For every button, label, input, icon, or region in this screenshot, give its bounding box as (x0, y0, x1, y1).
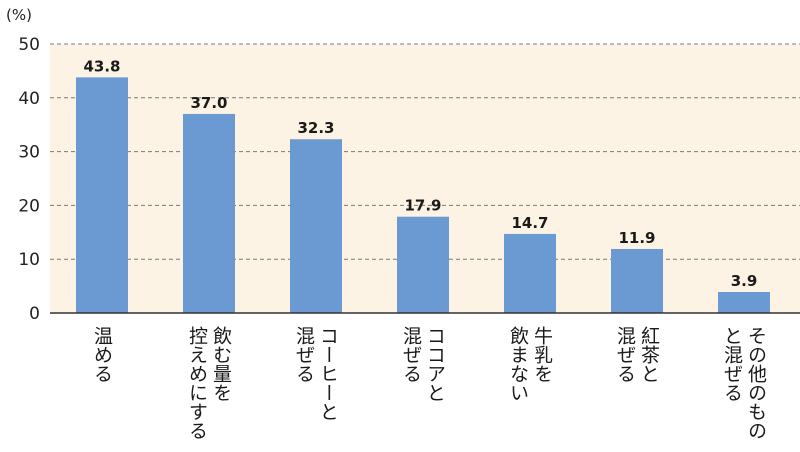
category-label: 混ぜる (293, 326, 315, 383)
y-tick-label: 30 (18, 143, 40, 163)
y-tick-label: 0 (29, 304, 40, 324)
bar-value-label: 11.9 (618, 229, 655, 247)
category-label: その他のもの (745, 326, 767, 440)
bar (76, 77, 128, 313)
category-label: コーヒーと (317, 326, 339, 421)
bar-value-label: 32.3 (297, 119, 334, 137)
bar (290, 139, 342, 313)
y-tick-label: 10 (18, 250, 40, 270)
y-unit-label: (%) (6, 6, 32, 24)
category-label: と混ぜる (721, 326, 743, 402)
y-tick-label: 40 (18, 89, 40, 109)
category-label: 飲む量を (210, 326, 232, 402)
category-label: 混ぜる (614, 326, 636, 383)
bar-value-label: 37.0 (190, 94, 227, 112)
category-label: ココアと (424, 326, 446, 402)
category-label: 紅茶と (638, 326, 660, 383)
category-label: 控えめにする (186, 326, 208, 440)
bar-value-label: 17.9 (404, 197, 441, 215)
category-label: 牛乳を (531, 326, 553, 383)
y-tick-label: 20 (18, 196, 40, 216)
category-label: 混ぜる (400, 326, 422, 383)
data-labels: 43.8 37.0 32.3 17.9 14.7 11.9 3.9 (83, 57, 757, 290)
bar-value-label: 43.8 (83, 57, 120, 75)
y-tick-label: 50 (18, 35, 40, 55)
category-label: 温める (91, 326, 113, 383)
bar (611, 248, 663, 313)
bar-value-label: 3.9 (731, 272, 758, 290)
y-axis: 0 10 20 30 40 50 (18, 35, 40, 324)
category-label: 飲まない (507, 326, 529, 402)
bar (504, 233, 556, 313)
bar-value-label: 14.7 (511, 214, 548, 232)
bars (76, 77, 770, 313)
bar (397, 216, 449, 313)
bar (718, 292, 770, 313)
bar (183, 113, 235, 313)
